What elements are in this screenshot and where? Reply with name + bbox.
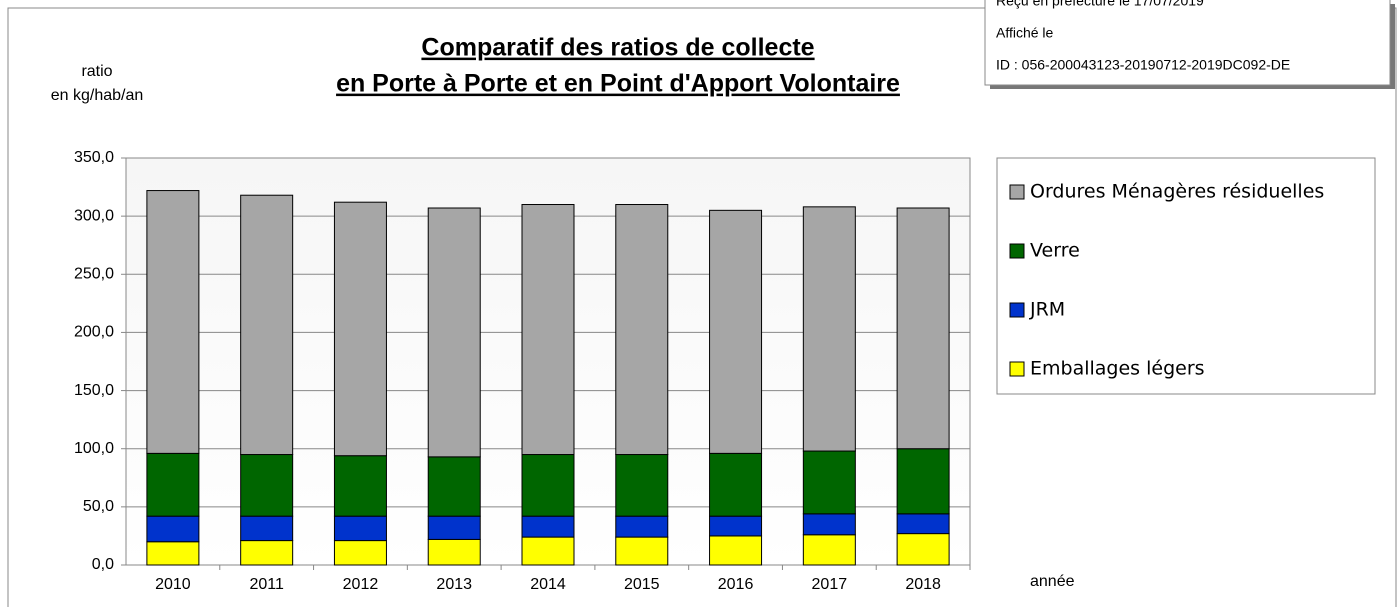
y-tick-label: 100,0: [74, 440, 114, 457]
bar-segment: [896, 448, 950, 515]
x-tick-label: 2013: [436, 576, 472, 593]
x-tick-label: 2011: [249, 576, 284, 593]
bar-segment: [709, 515, 763, 537]
y-tick-label: 150,0: [74, 382, 114, 399]
legend-swatch: [1009, 302, 1025, 318]
legend-box: [996, 157, 1376, 395]
y-axis-label: ratio: [81, 63, 112, 80]
y-tick-label: 50,0: [83, 498, 114, 515]
bar-segment: [427, 456, 481, 517]
bar-segment: [146, 515, 200, 543]
bar-segment: [521, 515, 575, 538]
header-line: ID : 056-200043123-20190712-2019DC092-DE: [996, 57, 1290, 73]
bar-segment: [896, 513, 950, 535]
y-tick-label: 350,0: [74, 149, 114, 166]
bar-segment: [709, 209, 763, 454]
bar-segment: [333, 540, 387, 566]
bar-segment: [615, 204, 669, 456]
bar-segment: [802, 534, 856, 566]
y-tick-label: 200,0: [74, 324, 114, 341]
x-tick-label: 2016: [718, 576, 754, 593]
chart-title: en Porte à Porte et en Point d'Apport Vo…: [336, 70, 900, 98]
bar-segment: [333, 515, 387, 542]
legend-swatch: [1009, 184, 1025, 200]
bar-segment: [709, 452, 763, 517]
bar-segment: [146, 452, 200, 517]
bar-segment: [427, 515, 481, 540]
header-box: [984, 0, 1391, 86]
legend-label: JRM: [1029, 299, 1065, 321]
legend-swatch: [1009, 243, 1025, 259]
x-tick-label: 2014: [530, 576, 566, 593]
bar-segment: [802, 206, 856, 452]
bar-segment: [615, 536, 669, 566]
y-tick-label: 0,0: [92, 556, 114, 573]
bar-segment: [240, 194, 294, 456]
bar-segment: [427, 538, 481, 566]
x-tick-label: 2018: [905, 576, 941, 593]
x-axis-label: année: [1030, 573, 1075, 590]
x-tick-label: 2010: [155, 576, 191, 593]
x-tick-label: 2015: [624, 576, 660, 593]
chart-frame: [7, 7, 1397, 612]
x-tick-label: 2012: [343, 576, 379, 593]
y-axis-label: en kg/hab/an: [51, 87, 144, 104]
header-line: Affiché le: [996, 25, 1054, 41]
bar-segment: [615, 515, 669, 538]
header-line: Reçu en préfecture le 17/07/2019: [996, 0, 1204, 9]
y-tick-label: 300,0: [74, 207, 114, 224]
bar-segment: [427, 207, 481, 458]
legend-label: Ordures Ménagères résiduelles: [1030, 181, 1324, 203]
legend-label: Emballages légers: [1030, 358, 1205, 380]
bar-segment: [615, 454, 669, 517]
y-tick-label: 250,0: [74, 266, 114, 283]
bar-segment: [146, 190, 200, 454]
bar-segment: [521, 454, 575, 517]
bar-segment: [146, 541, 200, 566]
bar-segment: [802, 513, 856, 536]
bar-segment: [521, 536, 575, 566]
legend-swatch: [1009, 361, 1025, 377]
legend-label: Verre: [1030, 240, 1080, 262]
bar-segment: [896, 207, 950, 450]
bar-segment: [521, 204, 575, 456]
bar-segment: [333, 455, 387, 517]
bar-segment: [240, 454, 294, 517]
x-tick-label: 2017: [812, 576, 848, 593]
chart-title: Comparatif des ratios de collecte: [421, 34, 814, 62]
bar-segment: [709, 535, 763, 566]
bar-segment: [896, 533, 950, 566]
bar-segment: [802, 450, 856, 515]
bar-segment: [240, 515, 294, 542]
bar-segment: [333, 201, 387, 457]
bar-segment: [240, 540, 294, 566]
